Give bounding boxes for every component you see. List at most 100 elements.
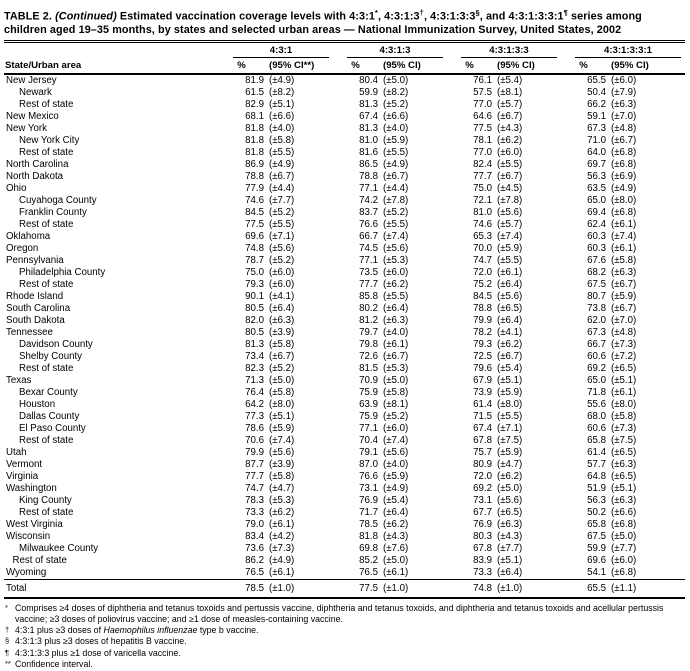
percent-cell: 77.0 [473, 98, 492, 110]
ci-cell: (±5.0) [383, 374, 409, 386]
ci-cell: (±5.5) [497, 254, 523, 266]
ci-cell: (±1.0) [264, 578, 333, 599]
title-seg-2: , 4:3:1:3 [377, 10, 420, 23]
percent-cell: 61.4 [587, 446, 606, 458]
percent-cell: 63.5 [587, 182, 606, 194]
series-header-43133: 4:3:1:3:3 [447, 39, 561, 58]
ci-cell: (±5.2) [383, 410, 409, 422]
percent-cell: 77.3 [245, 410, 264, 422]
percent-cell: 66.7 [359, 230, 378, 242]
ci-cell: (±5.7) [497, 98, 523, 110]
percent-cell: 67.5 [587, 530, 606, 542]
table-row: New Mexico 68.1 (±6.6) 67.4 (±6.6) 64.6 (±6.7)… [4, 111, 685, 123]
percent-cell: 81.5 [359, 362, 378, 374]
ci-cell: (±5.6) [383, 446, 409, 458]
percent-cell: 77.7 [473, 170, 492, 182]
ci-cell: (±5.4) [497, 362, 523, 374]
percent-cell: 68.0 [587, 410, 606, 422]
ci-cell: (±5.9) [497, 446, 523, 458]
percent-cell: 64.2 [245, 398, 264, 410]
ci-cell: (±6.0) [269, 266, 295, 278]
table-row: Virginia 77.7 (±5.8) 76.6 (±5.9) 72.0 (±6.2) 64… [4, 471, 685, 483]
table-row: El Paso County 78.6 (±5.9) 77.1 (±6.0) 67.4 (±… [4, 423, 685, 435]
percent-cell: 57.5 [473, 86, 492, 98]
percent-cell: 70.9 [359, 374, 378, 386]
percent-cell: 61.4 [473, 398, 492, 410]
ci-cell: (±4.7) [497, 458, 523, 470]
percent-cell: 50.4 [587, 86, 606, 98]
ci-cell: (±5.8) [383, 386, 409, 398]
ci-cell: (±6.3) [611, 458, 637, 470]
percent-cell: 83.4 [245, 530, 264, 542]
footnote-ref-pilcrow: ¶ [563, 8, 568, 17]
ci-cell: (±5.4) [383, 494, 409, 506]
ci-cell: (±5.2) [269, 254, 295, 266]
table-body: New Jersey 81.9 (±4.9) 80.4 (±5.0) 76.1 (±5.4)… [4, 74, 685, 599]
percent-cell: 65.5 [587, 74, 606, 86]
percent-cell: 87.0 [359, 458, 378, 470]
percent-cell: 74.5 [359, 242, 378, 254]
ci-cell: (±6.3) [269, 314, 295, 326]
table-row: Rest of state 82.3 (±5.2) 81.5 (±5.3) 79.6 (±5… [4, 363, 685, 375]
ci-cell: (±8.2) [269, 86, 295, 98]
ci-cell: (±6.4) [497, 278, 523, 290]
percent-cell: 77.0 [473, 146, 492, 158]
percent-cell: 67.5 [587, 278, 606, 290]
ci-cell: (±5.9) [269, 422, 295, 434]
area-cell: Texas [6, 374, 32, 386]
pct-header-2: % [333, 57, 378, 75]
table-row: Houston 64.2 (±8.0) 63.9 (±8.1) 61.4 (±8.0) 55.… [4, 399, 685, 411]
ci-cell: (±6.1) [383, 338, 409, 350]
table-row: Philadelphia County 75.0 (±6.0) 73.5 (±6.0) 7… [4, 267, 685, 279]
ci-cell: (±6.0) [383, 422, 409, 434]
percent-cell: 73.3 [473, 566, 492, 578]
state-column-header: State/Urban area [4, 57, 219, 75]
area-cell: West Virginia [6, 518, 63, 530]
ci-cell: (±8.0) [269, 398, 295, 410]
area-cell: El Paso County [19, 422, 86, 434]
percent-cell: 77.5 [473, 122, 492, 134]
ci-cell: (±4.2) [269, 530, 295, 542]
ci-cell: (±7.4) [383, 434, 409, 446]
ci-cell: (±5.8) [611, 254, 637, 266]
area-cell: Wisconsin [6, 530, 51, 542]
percent-cell: 60.3 [587, 242, 606, 254]
ci-cell: (±5.1) [269, 410, 295, 422]
percent-cell: 65.0 [587, 194, 606, 206]
ci-cell: (±4.8) [611, 326, 637, 338]
percent-cell: 60.3 [587, 230, 606, 242]
table-row: Wyoming 76.5 (±6.1) 76.5 (±6.1) 73.3 (±6.4) 54.… [4, 567, 685, 580]
table-row: Washington 74.7 (±4.7) 73.1 (±4.9) 69.2 (±5.0)… [4, 483, 685, 495]
area-cell: New York [6, 122, 47, 134]
percent-cell: 60.6 [587, 422, 606, 434]
ci-cell: (±5.5) [269, 146, 295, 158]
percent-cell: 73.1 [359, 482, 378, 494]
percent-cell: 81.3 [359, 98, 378, 110]
percent-cell: 64.0 [587, 146, 606, 158]
ci-cell: (±5.0) [611, 530, 637, 542]
area-cell: New York City [19, 134, 80, 146]
ci-cell: (±4.4) [383, 182, 409, 194]
table-row: Cuyahoga County 74.6 (±7.7) 74.2 (±7.8) 72.1 (… [4, 195, 685, 207]
percent-cell: 69.2 [473, 482, 492, 494]
table-row: Milwaukee County 73.6 (±7.3) 69.8 (±7.6) 67.8… [4, 543, 685, 555]
series-header-431: 4:3:1 [219, 39, 333, 58]
percent-cell: 82.9 [245, 98, 264, 110]
area-cell: Rhode Island [6, 290, 64, 302]
percent-cell: 81.8 [245, 146, 264, 158]
ci-cell: (±5.2) [383, 206, 409, 218]
percent-cell: 62.0 [587, 314, 606, 326]
area-cell: South Carolina [6, 302, 71, 314]
percent-cell: 75.7 [473, 446, 492, 458]
ci-cell: (±4.0) [269, 122, 295, 134]
area-cell: New Jersey [6, 74, 57, 86]
percent-cell: 77.1 [359, 422, 378, 434]
percent-cell: 70.4 [359, 434, 378, 446]
percent-cell: 82.0 [245, 314, 264, 326]
area-cell: Wyoming [6, 566, 47, 578]
ci-cell: (±6.5) [611, 470, 637, 482]
footnote-marker: ** [5, 659, 11, 669]
ci-cell: (±5.5) [269, 218, 295, 230]
ci-cell: (±7.7) [269, 194, 295, 206]
